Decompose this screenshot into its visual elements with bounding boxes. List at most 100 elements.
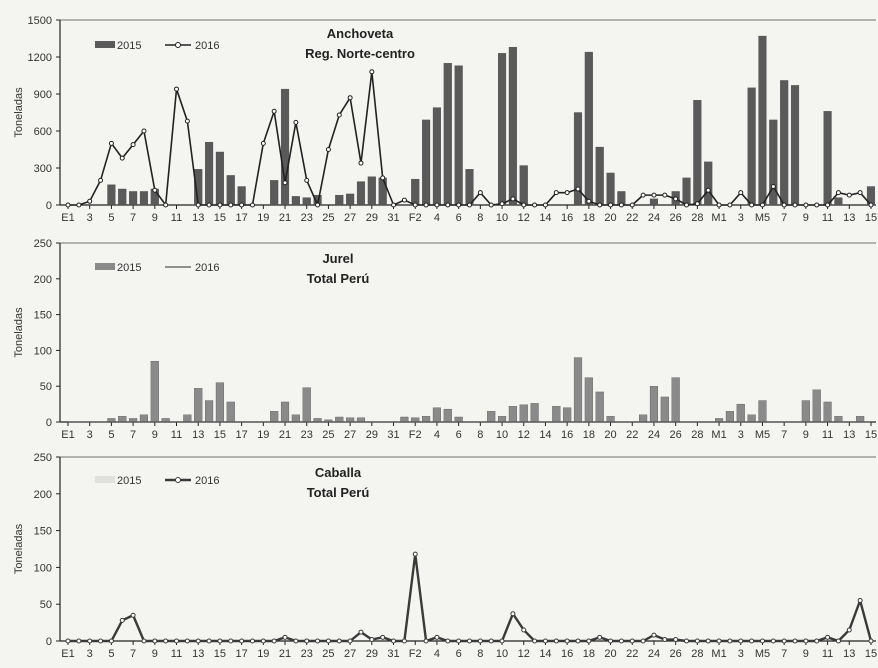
chart-panel-anchoveta: 0 300 600 900 1200 1500 Toneladas E1 3 5 7 9 11 13 15 1… — [13, 15, 877, 224]
bar-2015 — [422, 119, 431, 206]
x-tick-label: 25 — [322, 648, 334, 660]
point-2016 — [141, 638, 147, 644]
bar-2015 — [432, 407, 441, 423]
x-tick-label: 3 — [738, 648, 744, 660]
x-tick-label: 14 — [539, 648, 551, 660]
point-2016 — [477, 638, 483, 644]
point-2016 — [380, 175, 386, 181]
bar-2015 — [595, 391, 604, 423]
point-2016 — [98, 638, 104, 644]
x-tick-label: 21 — [279, 212, 291, 224]
x-tick-label: 19 — [257, 648, 269, 660]
bar-2015 — [139, 191, 149, 206]
point-2016 — [445, 202, 451, 208]
point-2016 — [282, 634, 288, 640]
x-tick-label: 24 — [648, 429, 660, 441]
bar-2015 — [834, 197, 843, 206]
point-2016 — [184, 638, 190, 644]
legend-swatch-2015 — [95, 41, 115, 48]
x-tick-label: 22 — [626, 648, 638, 660]
point-2016 — [759, 638, 765, 644]
point-2016 — [119, 155, 125, 161]
bar-2015 — [563, 407, 572, 423]
point-2016 — [325, 638, 331, 644]
x-tick-label: 29 — [366, 212, 378, 224]
point-2016 — [597, 202, 603, 208]
x-tick-label: 17 — [235, 212, 247, 224]
x-tick-label: 3 — [738, 429, 744, 441]
legend-label-2015: 2015 — [117, 262, 141, 274]
bar-2015 — [812, 389, 821, 423]
point-2016 — [618, 202, 624, 208]
point-2016 — [217, 638, 223, 644]
x-tick-label: 5 — [108, 212, 114, 224]
bar-2015 — [595, 146, 604, 206]
bar-2015 — [454, 416, 463, 423]
x-tick-label: 13 — [192, 648, 204, 660]
x-tick-label: 7 — [781, 212, 787, 224]
point-2016 — [792, 638, 798, 644]
point-2016 — [586, 638, 592, 644]
point-2016 — [532, 638, 538, 644]
point-2016 — [835, 190, 841, 196]
bar-2015 — [649, 198, 659, 206]
point-2016 — [684, 202, 690, 208]
bar-2015 — [194, 388, 203, 423]
x-tick-label: 9 — [152, 429, 158, 441]
x-tick-label: 6 — [456, 648, 462, 660]
bar-2015 — [747, 87, 756, 206]
point-2016 — [640, 638, 646, 644]
x-tick-label: 27 — [344, 212, 356, 224]
point-2016 — [466, 638, 472, 644]
x-tick-label: 8 — [477, 212, 483, 224]
point-2016 — [336, 638, 342, 644]
point-2016 — [271, 638, 277, 644]
point-2016 — [315, 638, 321, 644]
y-tick-label: 200 — [34, 274, 52, 286]
x-tick-label: 13 — [843, 429, 855, 441]
point-2016 — [553, 190, 559, 196]
x-tick-label: 14 — [539, 429, 551, 441]
point-2016 — [673, 196, 679, 202]
bar-2015 — [508, 406, 517, 423]
point-2016 — [814, 202, 820, 208]
x-tick-label: 16 — [561, 429, 573, 441]
point-2016 — [456, 202, 462, 208]
bar-2015 — [649, 386, 659, 423]
point-2016 — [152, 187, 158, 193]
legend-label-2015: 2015 — [117, 475, 141, 487]
bar-2015 — [270, 411, 279, 423]
x-tick-label: E1 — [61, 212, 74, 224]
bar-2015 — [606, 416, 615, 423]
x-tick-label: 20 — [604, 429, 616, 441]
bar-2015 — [530, 403, 539, 423]
bar-2015 — [183, 414, 192, 423]
point-2016 — [825, 202, 831, 208]
point-2016 — [249, 638, 255, 644]
point-2016 — [857, 190, 863, 196]
point-2016 — [684, 638, 690, 644]
x-tick-label: 8 — [477, 429, 483, 441]
point-2016 — [271, 108, 277, 114]
point-2016 — [445, 638, 451, 644]
point-2016 — [705, 638, 711, 644]
bar-2015 — [519, 404, 528, 423]
y-tick-label: 150 — [34, 526, 52, 538]
bar-2015 — [129, 191, 138, 206]
bar-2015 — [139, 414, 149, 423]
point-2016 — [727, 638, 733, 644]
x-tick-label: 6 — [456, 212, 462, 224]
bar-2015 — [411, 178, 420, 206]
bar-2015 — [346, 417, 355, 423]
point-2016 — [358, 629, 364, 635]
point-2016 — [391, 638, 397, 644]
x-tick-label: E1 — [61, 429, 74, 441]
bar-2015 — [573, 112, 583, 206]
x-tick-label: 20 — [604, 648, 616, 660]
x-tick-label: 15 — [214, 648, 226, 660]
point-2016 — [694, 201, 700, 207]
y-tick-label: 0 — [46, 636, 52, 648]
point-2016 — [868, 202, 874, 208]
point-2016 — [727, 202, 733, 208]
